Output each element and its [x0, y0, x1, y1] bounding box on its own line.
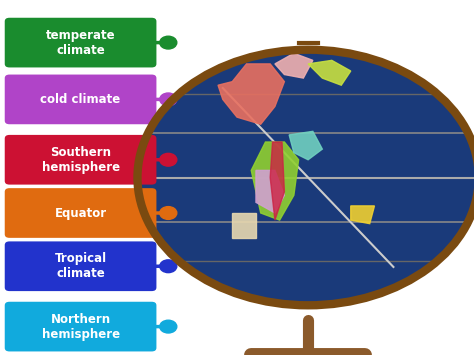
- Circle shape: [137, 50, 474, 305]
- Polygon shape: [232, 213, 256, 238]
- Polygon shape: [270, 142, 284, 220]
- Circle shape: [160, 207, 177, 219]
- FancyBboxPatch shape: [5, 18, 156, 67]
- FancyBboxPatch shape: [5, 241, 156, 291]
- Polygon shape: [218, 64, 284, 124]
- Circle shape: [160, 260, 177, 273]
- Polygon shape: [351, 206, 374, 224]
- Polygon shape: [256, 170, 284, 213]
- Polygon shape: [275, 53, 313, 78]
- Text: Southern
hemisphere: Southern hemisphere: [42, 146, 119, 174]
- Circle shape: [160, 36, 177, 49]
- FancyBboxPatch shape: [5, 188, 156, 238]
- Text: cold climate: cold climate: [40, 93, 121, 106]
- Circle shape: [160, 320, 177, 333]
- Text: Tropical
climate: Tropical climate: [55, 252, 107, 280]
- Text: Equator: Equator: [55, 207, 107, 219]
- Circle shape: [160, 93, 177, 106]
- Polygon shape: [251, 142, 299, 220]
- Text: Northern
hemisphere: Northern hemisphere: [42, 313, 119, 340]
- FancyBboxPatch shape: [5, 75, 156, 124]
- Circle shape: [160, 153, 177, 166]
- Polygon shape: [289, 131, 322, 160]
- FancyBboxPatch shape: [5, 302, 156, 351]
- Text: temperate
climate: temperate climate: [46, 29, 115, 56]
- FancyBboxPatch shape: [5, 135, 156, 185]
- Polygon shape: [308, 60, 351, 85]
